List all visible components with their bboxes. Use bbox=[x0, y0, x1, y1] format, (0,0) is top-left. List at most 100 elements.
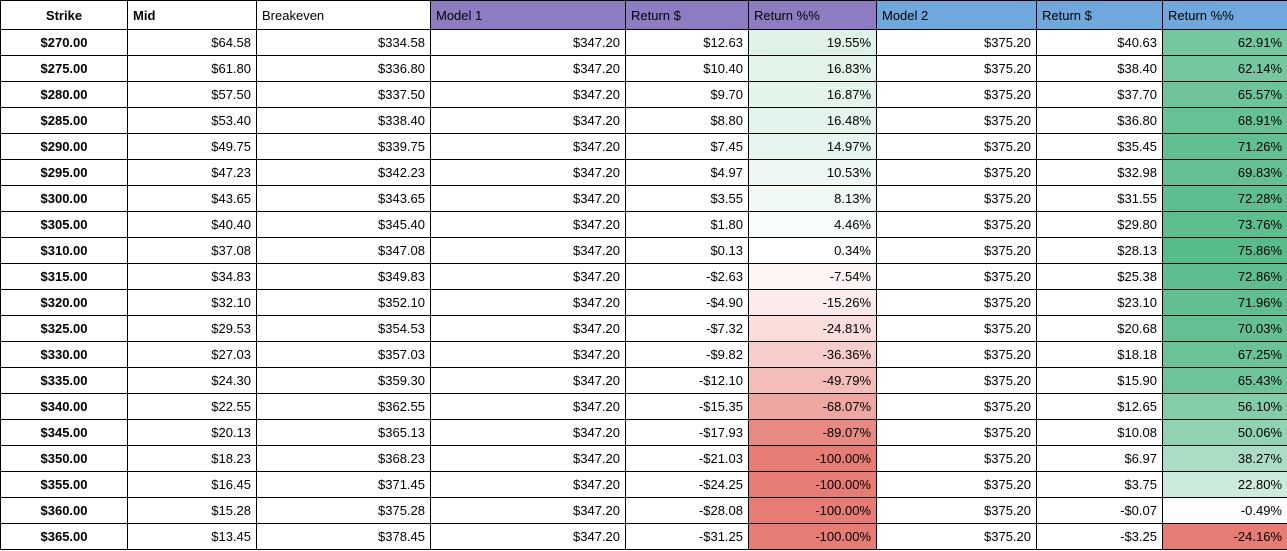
cell-breakeven[interactable]: $371.45 bbox=[256, 471, 431, 498]
cell-breakeven[interactable]: $357.03 bbox=[256, 341, 431, 368]
cell-breakeven[interactable]: $334.58 bbox=[256, 29, 431, 56]
cell-model2[interactable]: $375.20 bbox=[876, 263, 1037, 290]
cell-model2[interactable]: $375.20 bbox=[876, 55, 1037, 82]
cell-return1-pct[interactable]: -24.81% bbox=[748, 315, 877, 342]
cell-model1[interactable]: $347.20 bbox=[430, 393, 626, 420]
cell-model1[interactable]: $347.20 bbox=[430, 497, 626, 524]
cell-breakeven[interactable]: $354.53 bbox=[256, 315, 431, 342]
cell-return2-dollar[interactable]: $3.75 bbox=[1036, 471, 1163, 498]
cell-strike[interactable]: $365.00 bbox=[0, 523, 128, 550]
cell-strike[interactable]: $305.00 bbox=[0, 211, 128, 238]
cell-model1[interactable]: $347.20 bbox=[430, 289, 626, 316]
cell-model2[interactable]: $375.20 bbox=[876, 315, 1037, 342]
cell-breakeven[interactable]: $336.80 bbox=[256, 55, 431, 82]
header-return1-pct[interactable]: Return %% bbox=[748, 0, 877, 30]
cell-return2-pct[interactable]: 50.06% bbox=[1162, 419, 1287, 446]
cell-mid[interactable]: $57.50 bbox=[127, 81, 257, 108]
cell-model1[interactable]: $347.20 bbox=[430, 185, 626, 212]
cell-strike[interactable]: $355.00 bbox=[0, 471, 128, 498]
cell-return2-dollar[interactable]: $25.38 bbox=[1036, 263, 1163, 290]
cell-strike[interactable]: $350.00 bbox=[0, 445, 128, 472]
cell-return1-pct[interactable]: 16.87% bbox=[748, 81, 877, 108]
cell-return1-pct[interactable]: -15.26% bbox=[748, 289, 877, 316]
cell-return2-dollar[interactable]: $18.18 bbox=[1036, 341, 1163, 368]
cell-model2[interactable]: $375.20 bbox=[876, 185, 1037, 212]
header-strike[interactable]: Strike bbox=[0, 0, 128, 30]
cell-return1-dollar[interactable]: $3.55 bbox=[625, 185, 749, 212]
cell-breakeven[interactable]: $342.23 bbox=[256, 159, 431, 186]
cell-return1-dollar[interactable]: -$24.25 bbox=[625, 471, 749, 498]
cell-breakeven[interactable]: $352.10 bbox=[256, 289, 431, 316]
header-breakeven[interactable]: Breakeven bbox=[256, 0, 431, 30]
cell-return1-dollar[interactable]: $0.13 bbox=[625, 237, 749, 264]
cell-return1-pct[interactable]: -7.54% bbox=[748, 263, 877, 290]
cell-breakeven[interactable]: $343.65 bbox=[256, 185, 431, 212]
cell-model2[interactable]: $375.20 bbox=[876, 81, 1037, 108]
cell-return1-pct[interactable]: 0.34% bbox=[748, 237, 877, 264]
cell-mid[interactable]: $16.45 bbox=[127, 471, 257, 498]
cell-return2-pct[interactable]: -0.49% bbox=[1162, 497, 1287, 524]
cell-return1-dollar[interactable]: -$7.32 bbox=[625, 315, 749, 342]
cell-breakeven[interactable]: $347.08 bbox=[256, 237, 431, 264]
cell-model2[interactable]: $375.20 bbox=[876, 419, 1037, 446]
cell-model2[interactable]: $375.20 bbox=[876, 393, 1037, 420]
cell-return2-dollar[interactable]: $36.80 bbox=[1036, 107, 1163, 134]
cell-return2-dollar[interactable]: $20.68 bbox=[1036, 315, 1163, 342]
cell-return1-dollar[interactable]: -$2.63 bbox=[625, 263, 749, 290]
cell-return1-dollar[interactable]: $1.80 bbox=[625, 211, 749, 238]
cell-model2[interactable]: $375.20 bbox=[876, 367, 1037, 394]
cell-breakeven[interactable]: $339.75 bbox=[256, 133, 431, 160]
header-model1[interactable]: Model 1 bbox=[430, 0, 626, 30]
cell-return2-dollar[interactable]: $40.63 bbox=[1036, 29, 1163, 56]
cell-return1-pct[interactable]: 4.46% bbox=[748, 211, 877, 238]
cell-mid[interactable]: $64.58 bbox=[127, 29, 257, 56]
cell-return2-pct[interactable]: 22.80% bbox=[1162, 471, 1287, 498]
header-return2-pct[interactable]: Return %% bbox=[1162, 0, 1287, 30]
cell-return2-pct[interactable]: 56.10% bbox=[1162, 393, 1287, 420]
cell-return2-pct[interactable]: 68.91% bbox=[1162, 107, 1287, 134]
cell-mid[interactable]: $61.80 bbox=[127, 55, 257, 82]
cell-return1-pct[interactable]: 10.53% bbox=[748, 159, 877, 186]
cell-model2[interactable]: $375.20 bbox=[876, 107, 1037, 134]
cell-mid[interactable]: $32.10 bbox=[127, 289, 257, 316]
cell-model1[interactable]: $347.20 bbox=[430, 29, 626, 56]
cell-return1-dollar[interactable]: -$4.90 bbox=[625, 289, 749, 316]
cell-return1-pct[interactable]: -49.79% bbox=[748, 367, 877, 394]
cell-return1-pct[interactable]: -89.07% bbox=[748, 419, 877, 446]
cell-return2-dollar[interactable]: $31.55 bbox=[1036, 185, 1163, 212]
cell-strike[interactable]: $270.00 bbox=[0, 29, 128, 56]
cell-breakeven[interactable]: $368.23 bbox=[256, 445, 431, 472]
cell-return2-pct[interactable]: 65.57% bbox=[1162, 81, 1287, 108]
cell-model1[interactable]: $347.20 bbox=[430, 523, 626, 550]
cell-model1[interactable]: $347.20 bbox=[430, 55, 626, 82]
cell-return1-pct[interactable]: -68.07% bbox=[748, 393, 877, 420]
cell-return1-pct[interactable]: -100.00% bbox=[748, 523, 877, 550]
cell-model1[interactable]: $347.20 bbox=[430, 367, 626, 394]
cell-return1-dollar[interactable]: $7.45 bbox=[625, 133, 749, 160]
cell-return2-dollar[interactable]: $35.45 bbox=[1036, 133, 1163, 160]
cell-return2-pct[interactable]: 72.86% bbox=[1162, 263, 1287, 290]
cell-strike[interactable]: $290.00 bbox=[0, 133, 128, 160]
cell-return2-pct[interactable]: 38.27% bbox=[1162, 445, 1287, 472]
cell-model1[interactable]: $347.20 bbox=[430, 341, 626, 368]
cell-mid[interactable]: $40.40 bbox=[127, 211, 257, 238]
cell-return2-pct[interactable]: -24.16% bbox=[1162, 523, 1287, 550]
cell-model2[interactable]: $375.20 bbox=[876, 445, 1037, 472]
cell-return1-pct[interactable]: -36.36% bbox=[748, 341, 877, 368]
cell-return2-pct[interactable]: 71.96% bbox=[1162, 289, 1287, 316]
cell-model1[interactable]: $347.20 bbox=[430, 159, 626, 186]
cell-return1-dollar[interactable]: -$9.82 bbox=[625, 341, 749, 368]
cell-return2-dollar[interactable]: $15.90 bbox=[1036, 367, 1163, 394]
cell-return1-pct[interactable]: 8.13% bbox=[748, 185, 877, 212]
cell-return2-dollar[interactable]: $32.98 bbox=[1036, 159, 1163, 186]
cell-mid[interactable]: $49.75 bbox=[127, 133, 257, 160]
cell-return1-pct[interactable]: 19.55% bbox=[748, 29, 877, 56]
cell-return1-dollar[interactable]: -$15.35 bbox=[625, 393, 749, 420]
header-mid[interactable]: Mid bbox=[127, 0, 257, 30]
cell-return2-dollar[interactable]: $10.08 bbox=[1036, 419, 1163, 446]
cell-return1-pct[interactable]: 16.48% bbox=[748, 107, 877, 134]
cell-return1-pct[interactable]: 16.83% bbox=[748, 55, 877, 82]
cell-strike[interactable]: $330.00 bbox=[0, 341, 128, 368]
cell-strike[interactable]: $285.00 bbox=[0, 107, 128, 134]
cell-strike[interactable]: $325.00 bbox=[0, 315, 128, 342]
